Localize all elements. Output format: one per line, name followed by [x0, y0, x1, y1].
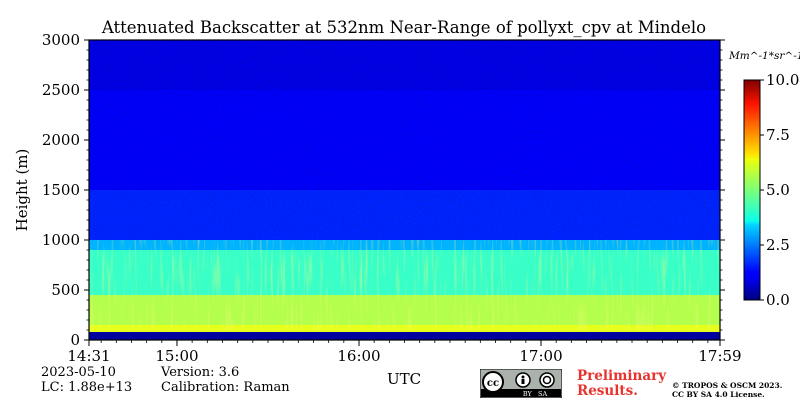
y-tick-label: 3000 — [42, 31, 80, 49]
y-tick-label: 2000 — [42, 131, 80, 149]
calibration-label: Calibration: Raman — [161, 380, 290, 395]
colorbar-unit: Mm^-1*sr^-1 — [728, 50, 800, 62]
aerosol-streaks — [89, 240, 720, 330]
colorbar-ticks: 0.0 2.5 5.0 7.5 10.0 — [760, 71, 799, 309]
backscatter-layer — [89, 332, 720, 340]
preliminary-notice: Preliminary Results. — [577, 369, 666, 399]
y-axis: 0 500 1000 1500 2000 2500 3000 — [42, 31, 725, 349]
colorbar-tick-label: 5.0 — [766, 181, 790, 199]
x-tick-label: 17:59 — [698, 347, 741, 365]
y-tick-label: 1000 — [42, 231, 80, 249]
x-tick-label: 15:00 — [155, 347, 198, 365]
copyright-line2: CC BY SA 4.0 License. — [672, 390, 765, 399]
x-tick-label: 17:00 — [519, 347, 562, 365]
svg-text:cc: cc — [487, 378, 499, 389]
colorbar-tick-label: 2.5 — [766, 236, 790, 254]
version-label: Version: 3.6 — [161, 365, 240, 380]
colorbar-gradient — [743, 79, 761, 301]
y-tick-label: 2500 — [42, 81, 80, 99]
colorbar: Mm^-1*sr^-1 0.0 2.5 5.0 7.5 10.0 — [728, 50, 800, 309]
colorbar-tick-label: 7.5 — [766, 126, 790, 144]
sa-icon — [539, 372, 555, 388]
lidar-constant-label: LC: 1.88e+13 — [41, 380, 133, 395]
cc-badge-text: BY SA — [523, 390, 548, 398]
y-tick-label: 0 — [70, 331, 80, 349]
y-axis-label: Height (m) — [13, 149, 31, 232]
date-label: 2023-05-10 — [41, 365, 116, 380]
chart-title: Attenuated Backscatter at 532nm Near-Ran… — [101, 18, 706, 37]
x-axis-label: UTC — [387, 370, 421, 388]
colorbar-tick-label: 10.0 — [766, 71, 799, 89]
x-tick-label: 16:00 — [337, 347, 380, 365]
y-tick-label: 1500 — [42, 181, 80, 199]
x-tick-label: 14:31 — [67, 347, 110, 365]
noise-speckle — [89, 40, 720, 240]
colorbar-tick-label: 0.0 — [766, 291, 790, 309]
cc-license-badge: cc BY SA — [480, 369, 562, 398]
x-axis: 14:31 15:00 16:00 17:00 17:59 — [67, 340, 742, 365]
copyright-notice: © TROPOS & OSCM 2023. CC BY SA 4.0 Licen… — [672, 381, 782, 399]
y-tick-label: 500 — [51, 281, 80, 299]
cc-icon — [482, 371, 504, 393]
copyright-line1: © TROPOS & OSCM 2023. — [672, 381, 783, 390]
preliminary-line1: Preliminary — [577, 368, 667, 384]
plot-area — [89, 40, 720, 340]
preliminary-line2: Results. — [577, 383, 638, 399]
